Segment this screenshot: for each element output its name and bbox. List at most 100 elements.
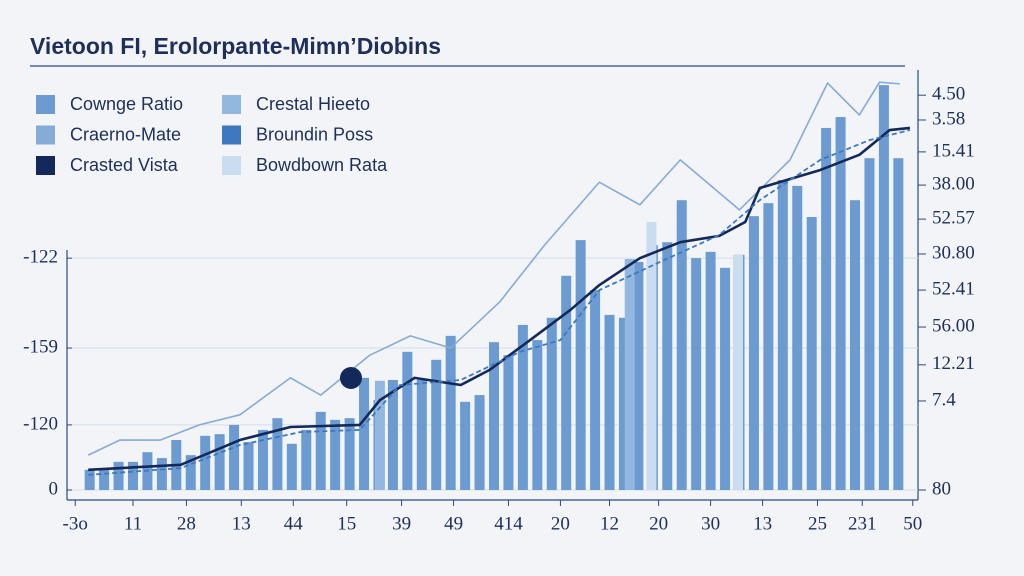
bar xyxy=(691,258,702,490)
bar xyxy=(604,314,615,490)
bar xyxy=(402,351,413,490)
legend-swatch xyxy=(222,95,241,114)
x-tick-label: 13 xyxy=(232,513,251,534)
y-tick-label: -122 xyxy=(23,247,58,268)
x-tick-label: 15 xyxy=(337,513,356,534)
bar xyxy=(113,461,124,490)
bar xyxy=(662,242,673,490)
y-tick-label: 0 xyxy=(49,478,59,499)
bar xyxy=(272,418,283,490)
bar xyxy=(590,290,601,490)
bar xyxy=(618,317,629,490)
bar xyxy=(532,340,543,490)
bar xyxy=(416,379,427,490)
y2-tick-label: 30.80 xyxy=(932,242,975,263)
legend-label: Crestal Hieeto xyxy=(256,94,370,114)
bar xyxy=(359,377,370,490)
legend-swatch xyxy=(222,125,241,145)
bar xyxy=(229,424,240,490)
legend-label: Broundin Poss xyxy=(256,124,373,144)
bar xyxy=(99,468,110,490)
line xyxy=(88,129,911,476)
y2-tick-label: 52.41 xyxy=(932,278,975,299)
x-tick-label: 12 xyxy=(600,513,619,534)
line xyxy=(87,81,900,456)
x-tick-label: 30 xyxy=(701,513,720,534)
bar xyxy=(720,267,731,490)
x-tick-label: 25 xyxy=(808,513,827,534)
bar xyxy=(806,217,817,490)
bar xyxy=(84,469,95,490)
bar xyxy=(676,200,687,490)
x-tick-label: 231 xyxy=(848,513,877,534)
bar xyxy=(431,359,442,490)
y2-tick-label: 7.4 xyxy=(932,389,956,410)
y-tick-label: -120 xyxy=(23,413,58,434)
bar xyxy=(489,342,499,490)
bar xyxy=(474,395,485,490)
bar xyxy=(777,180,788,491)
x-tick-label: 44 xyxy=(284,513,304,534)
bar xyxy=(821,127,832,491)
y2-tick-label: 15.41 xyxy=(932,140,975,161)
bar xyxy=(344,418,355,490)
bar xyxy=(633,261,644,490)
y2-tick-label: 12.21 xyxy=(932,353,975,374)
bar xyxy=(517,324,528,490)
bar xyxy=(893,158,904,490)
legend: Cownge Ratio Crestal Hieeto Craerno-Mate Br… xyxy=(36,94,388,175)
legend-swatch xyxy=(222,156,241,175)
legend-swatch xyxy=(36,125,55,145)
bar xyxy=(445,335,456,490)
bar xyxy=(763,203,774,490)
bar xyxy=(733,254,744,490)
bar xyxy=(387,379,398,490)
bar xyxy=(624,259,635,490)
bar xyxy=(575,240,586,490)
bar xyxy=(200,435,211,490)
bar xyxy=(705,251,716,490)
bar xyxy=(460,401,471,490)
x-tick-label: 39 xyxy=(392,513,411,534)
y2-tick-label: 3.58 xyxy=(932,108,965,129)
bar xyxy=(748,216,759,490)
bar xyxy=(792,185,803,491)
bar xyxy=(835,117,846,490)
x-tick-label: 50 xyxy=(903,513,922,534)
x-tick-label: -3o xyxy=(63,513,88,534)
bar xyxy=(864,158,875,490)
legend-label: Craerno-Mate xyxy=(70,124,181,144)
bar xyxy=(286,443,297,490)
legend-swatch xyxy=(36,95,55,114)
y2-tick-label: 56.00 xyxy=(932,315,975,336)
x-tick-label: 49 xyxy=(444,513,463,534)
bar xyxy=(185,455,196,490)
legend-label: Bowdbown Rata xyxy=(256,155,388,175)
bar xyxy=(646,222,657,491)
y-tick-label: -159 xyxy=(23,336,58,357)
bar xyxy=(243,442,254,490)
y2-tick-label: 38.00 xyxy=(932,173,975,194)
bar xyxy=(503,355,514,490)
bar xyxy=(127,461,138,490)
bar xyxy=(561,275,572,490)
bar xyxy=(214,434,225,490)
y2-tick-label: 52.57 xyxy=(932,207,975,228)
x-tick-label: 414 xyxy=(494,513,523,534)
bar xyxy=(330,419,341,490)
bar xyxy=(301,429,312,490)
bar xyxy=(374,380,385,490)
x-tick-label: 13 xyxy=(753,513,772,534)
x-tick-label: 20 xyxy=(551,513,570,534)
x-tick-label: 11 xyxy=(124,513,142,534)
line xyxy=(88,126,911,472)
highlight-dot xyxy=(340,367,362,389)
chart-title: Vietoon FI, Erolorpante-Mimn’Diobins xyxy=(30,33,441,59)
bar xyxy=(257,429,268,490)
bar xyxy=(850,200,861,490)
legend-label: Crasted Vista xyxy=(70,155,179,175)
bar xyxy=(546,317,557,490)
x-tick-label: 28 xyxy=(177,513,196,534)
